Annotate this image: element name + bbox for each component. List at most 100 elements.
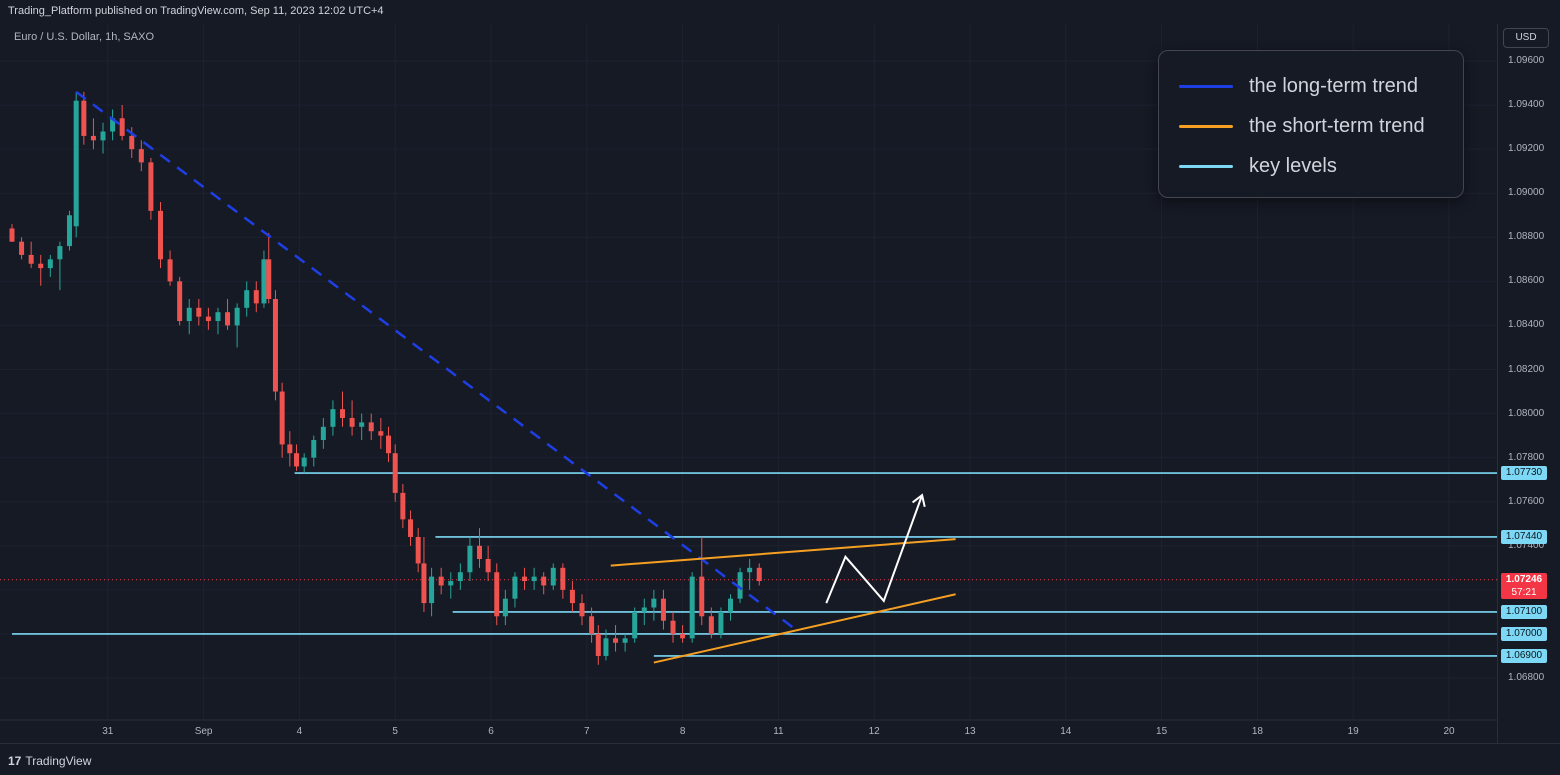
y-tick-label: 1.08400: [1508, 319, 1545, 331]
candle-body: [531, 576, 537, 582]
candle-body: [747, 567, 753, 573]
candle-body: [28, 254, 34, 264]
currency-button[interactable]: USD: [1503, 28, 1549, 48]
candle-body: [47, 259, 53, 269]
candle-body: [737, 572, 743, 599]
candle-body: [225, 312, 231, 326]
candle-body: [415, 536, 421, 564]
price-axis[interactable]: [1497, 24, 1560, 743]
x-tick-label: 6: [488, 726, 494, 737]
candle-body: [392, 453, 398, 493]
candle-body: [119, 118, 125, 136]
y-tick-label: 1.08200: [1508, 363, 1545, 375]
candle-body: [400, 492, 406, 520]
bar-countdown: 57:21: [1511, 586, 1537, 598]
candle-body: [689, 576, 695, 639]
candle-body: [641, 607, 647, 612]
key-level-price-label: 1.07000: [1501, 626, 1547, 641]
x-tick-label: 13: [964, 726, 976, 737]
candle-body: [408, 519, 414, 537]
candle-body: [718, 611, 724, 634]
candle-body: [756, 567, 762, 582]
candle-body: [670, 620, 676, 634]
x-tick-label: 7: [584, 726, 590, 737]
candle-body: [9, 228, 15, 242]
candle-body: [294, 453, 300, 467]
candle-body: [438, 576, 444, 586]
candle-body: [186, 307, 192, 322]
candle-body: [73, 100, 79, 227]
candle-body: [699, 576, 705, 617]
candle-body: [512, 576, 518, 599]
x-tick-label: 11: [773, 726, 784, 737]
projection-arrowhead: [911, 493, 926, 508]
candle-body: [177, 281, 183, 322]
y-tick-label: 1.09200: [1508, 143, 1545, 155]
candle-body: [680, 633, 686, 639]
candle-body: [167, 259, 173, 282]
legend-long-trend-label: the long-term trend: [1249, 75, 1418, 97]
y-tick-label: 1.07400: [1508, 539, 1545, 551]
candle-body: [330, 409, 336, 427]
candle-body: [205, 316, 211, 322]
y-tick-label: 1.09600: [1508, 55, 1545, 66]
candle-body: [287, 444, 293, 454]
legend-long-trend-line: [1179, 85, 1233, 88]
x-tick-label: 20: [1443, 726, 1455, 737]
candle-body: [57, 246, 63, 260]
x-tick-label: 12: [869, 726, 881, 737]
candle-body: [157, 210, 163, 260]
candle-body: [708, 616, 714, 634]
candle-body: [261, 259, 267, 304]
candle-body: [81, 100, 87, 136]
legend-key-levels-line: [1179, 165, 1233, 168]
current-price-label: 1.07246 57:21: [1501, 572, 1547, 599]
candle-body: [467, 545, 473, 573]
candle-body: [522, 576, 528, 582]
candle-body: [421, 563, 427, 604]
tradingview-logo-icon: 17: [8, 754, 22, 768]
candle-body: [569, 589, 575, 604]
candle-body: [90, 135, 96, 141]
key-level-price-label: 1.07440: [1501, 529, 1547, 544]
candle-body: [660, 598, 666, 621]
candle-body: [429, 576, 435, 604]
candle-body: [253, 290, 259, 304]
projection-path: [825, 494, 924, 604]
symbol-title: Euro / U.S. Dollar, 1h, SAXO: [14, 31, 155, 43]
legend-box: the long-term trend the short-term trend…: [1158, 50, 1464, 198]
candle-body: [502, 598, 508, 617]
y-tick-label: 1.08800: [1508, 231, 1545, 243]
y-tick-label: 1.09400: [1508, 99, 1545, 111]
candle-body: [632, 611, 638, 639]
candle-body: [19, 241, 25, 255]
candle-body: [129, 135, 135, 150]
current-price-value: 1.07246: [1505, 573, 1543, 585]
candle-body: [448, 581, 454, 586]
tradingview-logo[interactable]: 17 TradingView: [8, 754, 91, 768]
candle-body: [349, 417, 355, 427]
publish-text: Trading_Platform published on TradingVie…: [8, 5, 384, 17]
candle-body: [244, 290, 250, 308]
x-tick-label: 4: [297, 726, 303, 737]
candle-body: [148, 162, 154, 211]
candle-body: [385, 435, 391, 454]
x-tick-label: Sep: [195, 726, 213, 737]
footer-bar: 17 TradingView: [0, 743, 1560, 775]
candle-body: [234, 307, 240, 326]
candle-body: [595, 633, 601, 656]
key-level-price-label: 1.07730: [1501, 466, 1547, 481]
candle-body: [485, 559, 491, 573]
legend-short-trend-label: the short-term trend: [1249, 115, 1425, 137]
legend-short-trend-line: [1179, 125, 1233, 128]
candle-body: [266, 259, 272, 299]
candle-body: [589, 616, 595, 634]
x-tick-label: 5: [392, 726, 398, 737]
y-tick-label: 1.07600: [1508, 495, 1545, 507]
legend-item-long-trend: the long-term trend: [1179, 71, 1459, 101]
x-tick-label: 14: [1060, 726, 1072, 737]
legend-item-short-trend: the short-term trend: [1179, 111, 1459, 141]
candle-body: [272, 298, 278, 392]
x-tick-label: 19: [1348, 726, 1360, 737]
candle-body: [603, 638, 609, 656]
